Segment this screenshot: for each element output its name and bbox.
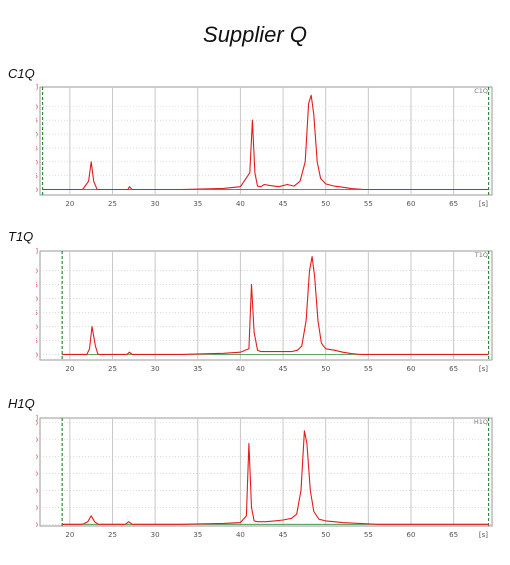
- x-tick-label: 35: [193, 531, 202, 539]
- y-tick-label: 5: [36, 337, 38, 345]
- y-tick-label: 5: [36, 172, 38, 180]
- panel-label-c1q: C1Q: [8, 66, 35, 81]
- x-tick-label: 60: [407, 531, 416, 539]
- x-tick-label: 25: [108, 531, 117, 539]
- x-tick-label: 45: [279, 200, 288, 208]
- y-tick-label: 30: [36, 267, 38, 275]
- y-tick-label: 80: [36, 453, 38, 461]
- y-tick-label: 0: [36, 351, 38, 359]
- page-title: Supplier Q: [203, 22, 307, 47]
- y-tick-label: 10: [36, 323, 38, 331]
- x-tick-label: 45: [279, 531, 288, 539]
- y-tick-label: 15: [36, 144, 38, 152]
- x-tick-label: 50: [321, 365, 330, 373]
- x-tick-label: 50: [321, 200, 330, 208]
- fluorescence-trace: [62, 256, 489, 355]
- x-tick-label: 60: [407, 200, 416, 208]
- x-tick-label: 55: [364, 365, 373, 373]
- y-tick-label: 0: [36, 521, 38, 529]
- x-tick-label: 40: [236, 531, 245, 539]
- y-tick-label: 25: [36, 281, 38, 289]
- y-tick-label: 0: [36, 186, 38, 194]
- x-tick-label: 45: [279, 365, 288, 373]
- x-tick-label: 20: [65, 200, 74, 208]
- x-unit-label: [s]: [479, 531, 488, 539]
- y-tick-label: 40: [36, 487, 38, 495]
- y-unit-label: [FU]: [36, 84, 38, 91]
- x-tick-label: 40: [236, 200, 245, 208]
- electropherogram-h1q: 20 25 30 35 40 45 50 55 60 65 0 20 40 60 80 100 120[FU] […: [36, 415, 493, 539]
- fluorescence-trace: [42, 94, 489, 191]
- y-tick-label: 100: [36, 436, 38, 444]
- y-unit-label: [FU]: [36, 248, 38, 255]
- y-tick-label: 10: [36, 158, 38, 166]
- x-tick-label: 65: [449, 365, 458, 373]
- panel-label-h1q: H1Q: [8, 396, 35, 411]
- x-tick-label: 30: [151, 200, 160, 208]
- y-tick-label: 20: [36, 504, 38, 512]
- x-tick-label: 25: [108, 365, 117, 373]
- plot-frame: [39, 250, 493, 361]
- panel-label-t1q: T1Q: [8, 229, 34, 244]
- plot-frame: [39, 86, 493, 196]
- x-tick-label: 35: [193, 365, 202, 373]
- x-tick-label: 25: [108, 200, 117, 208]
- y-tick-label: 30: [36, 103, 38, 111]
- fluorescence-trace: [62, 430, 489, 525]
- plot-frame: [39, 417, 493, 527]
- x-tick-label: 20: [65, 531, 74, 539]
- y-tick-label: 20: [36, 295, 38, 303]
- x-tick-label: 20: [65, 365, 74, 373]
- x-tick-label: 30: [151, 365, 160, 373]
- x-tick-label: 55: [364, 200, 373, 208]
- y-tick-label: 15: [36, 309, 38, 317]
- x-tick-label: 65: [449, 200, 458, 208]
- sample-tag: C1Q: [474, 87, 488, 95]
- x-unit-label: [s]: [479, 365, 488, 373]
- x-tick-label: 60: [407, 365, 416, 373]
- x-tick-label: 65: [449, 531, 458, 539]
- y-tick-label: 20: [36, 131, 38, 139]
- electropherogram-t1q: 20 25 30 35 40 45 50 55 60 65 0 5 10 15 20 25 30 [FU] [s] T…: [36, 248, 493, 373]
- x-tick-label: 35: [193, 200, 202, 208]
- x-tick-label: 55: [364, 531, 373, 539]
- x-tick-label: 50: [321, 531, 330, 539]
- y-tick-label: 60: [36, 470, 38, 478]
- sample-tag: T1Q: [474, 251, 488, 259]
- y-tick-label: 120: [36, 419, 38, 427]
- y-tick-label: 25: [36, 117, 38, 125]
- y-unit-label: [FU]: [36, 415, 38, 422]
- x-tick-label: 30: [151, 531, 160, 539]
- electropherogram-c1q: 20 25 30 35 40 45 50 55 60 65 0 5 10 15 20 25 30 [FU] [s] C…: [36, 84, 493, 208]
- sample-tag: H1Q: [474, 418, 488, 426]
- x-tick-label: 40: [236, 365, 245, 373]
- x-unit-label: [s]: [479, 200, 488, 208]
